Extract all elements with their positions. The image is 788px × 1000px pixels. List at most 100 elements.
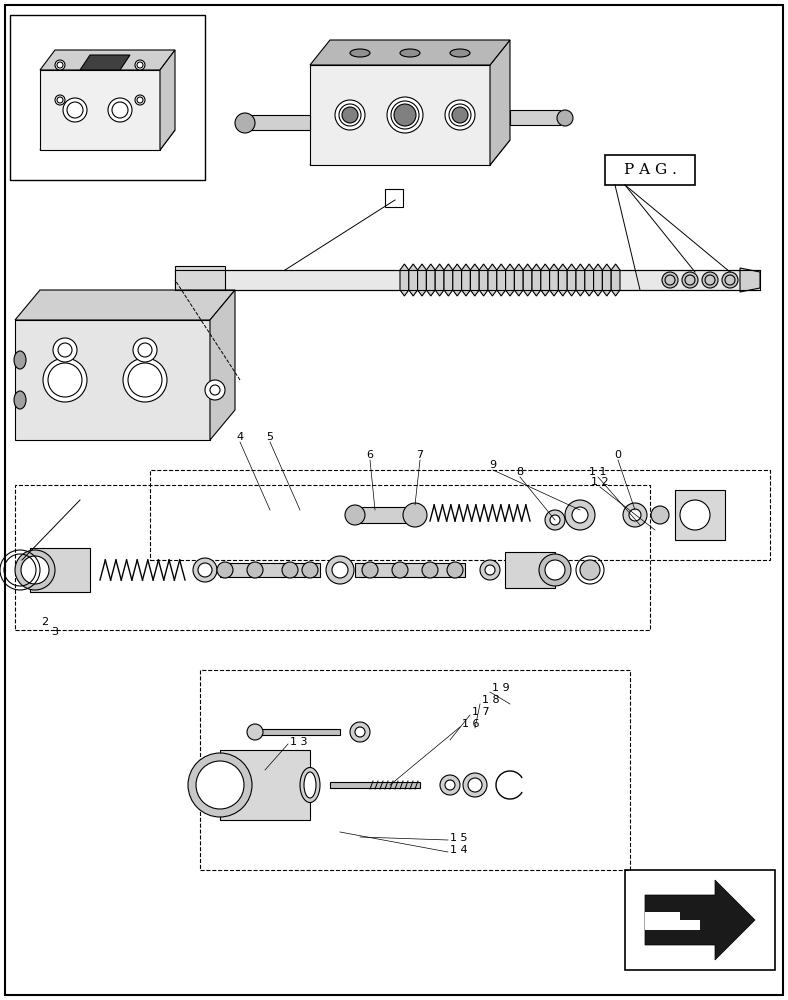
- Polygon shape: [15, 320, 210, 440]
- Polygon shape: [506, 264, 515, 296]
- Polygon shape: [310, 140, 510, 165]
- Text: 6: 6: [366, 450, 374, 460]
- Circle shape: [63, 98, 87, 122]
- Circle shape: [133, 338, 157, 362]
- Circle shape: [43, 358, 87, 402]
- Bar: [250, 115, 310, 130]
- Bar: [175, 266, 225, 294]
- Polygon shape: [400, 264, 409, 296]
- Circle shape: [135, 95, 145, 105]
- Circle shape: [21, 556, 49, 584]
- Text: 1 7: 1 7: [472, 707, 489, 717]
- Circle shape: [422, 562, 438, 578]
- Bar: [385, 189, 403, 207]
- Polygon shape: [645, 912, 700, 930]
- Polygon shape: [40, 50, 175, 70]
- Circle shape: [445, 100, 475, 130]
- Circle shape: [205, 380, 225, 400]
- Circle shape: [247, 562, 263, 578]
- Polygon shape: [453, 264, 462, 296]
- Circle shape: [463, 773, 487, 797]
- Text: 8: 8: [516, 467, 523, 477]
- Ellipse shape: [400, 49, 420, 57]
- Polygon shape: [444, 264, 453, 296]
- Circle shape: [580, 560, 600, 580]
- Circle shape: [196, 761, 244, 809]
- Polygon shape: [585, 264, 593, 296]
- Circle shape: [403, 503, 427, 527]
- Circle shape: [445, 780, 455, 790]
- Circle shape: [15, 550, 55, 590]
- Circle shape: [235, 113, 255, 133]
- Ellipse shape: [350, 49, 370, 57]
- Polygon shape: [418, 264, 426, 296]
- Circle shape: [440, 775, 460, 795]
- Bar: [330, 782, 420, 788]
- Circle shape: [387, 97, 423, 133]
- Polygon shape: [462, 264, 470, 296]
- Circle shape: [362, 562, 378, 578]
- Text: 5: 5: [266, 432, 273, 442]
- Circle shape: [55, 95, 65, 105]
- Bar: [505, 552, 555, 588]
- Text: 4: 4: [236, 432, 243, 442]
- Polygon shape: [435, 264, 444, 296]
- Circle shape: [629, 509, 641, 521]
- Circle shape: [623, 503, 647, 527]
- Circle shape: [545, 560, 565, 580]
- Circle shape: [480, 560, 500, 580]
- Circle shape: [447, 562, 463, 578]
- Text: 2: 2: [42, 617, 49, 627]
- Text: 7: 7: [416, 450, 424, 460]
- Text: 1 4: 1 4: [450, 845, 467, 855]
- Circle shape: [198, 563, 212, 577]
- Polygon shape: [310, 65, 490, 165]
- Circle shape: [282, 562, 298, 578]
- Text: 1 2: 1 2: [591, 477, 609, 487]
- Text: 9: 9: [489, 460, 496, 470]
- Text: 0: 0: [615, 450, 622, 460]
- Bar: [150, 470, 770, 560]
- Polygon shape: [576, 264, 585, 296]
- Bar: [200, 670, 630, 870]
- Polygon shape: [515, 264, 523, 296]
- Bar: [15, 485, 650, 630]
- Polygon shape: [645, 880, 755, 960]
- Ellipse shape: [14, 351, 26, 369]
- Polygon shape: [611, 264, 620, 296]
- Circle shape: [193, 558, 217, 582]
- Polygon shape: [602, 264, 611, 296]
- Circle shape: [326, 556, 354, 584]
- Text: 1 1: 1 1: [589, 467, 607, 477]
- Bar: [220, 563, 320, 577]
- Ellipse shape: [304, 772, 316, 798]
- Circle shape: [342, 107, 358, 123]
- Text: P A G .: P A G .: [623, 163, 676, 177]
- Circle shape: [355, 727, 365, 737]
- Ellipse shape: [450, 49, 470, 57]
- Text: 1 9: 1 9: [492, 683, 510, 693]
- Circle shape: [662, 272, 678, 288]
- Bar: [10, 15, 205, 180]
- Bar: [625, 870, 775, 970]
- Circle shape: [392, 562, 408, 578]
- Circle shape: [565, 500, 595, 530]
- Polygon shape: [559, 264, 567, 296]
- Text: 1 5: 1 5: [450, 833, 467, 843]
- Polygon shape: [470, 264, 479, 296]
- Circle shape: [188, 753, 252, 817]
- Bar: [605, 155, 695, 185]
- Polygon shape: [40, 70, 160, 150]
- Circle shape: [572, 507, 588, 523]
- Circle shape: [135, 60, 145, 70]
- Circle shape: [682, 272, 698, 288]
- Text: 3: 3: [51, 627, 58, 637]
- Polygon shape: [210, 290, 235, 440]
- Ellipse shape: [300, 768, 320, 802]
- Circle shape: [345, 505, 365, 525]
- Polygon shape: [523, 264, 532, 296]
- Bar: [355, 563, 465, 577]
- Polygon shape: [488, 264, 496, 296]
- Polygon shape: [567, 264, 576, 296]
- Polygon shape: [549, 264, 559, 296]
